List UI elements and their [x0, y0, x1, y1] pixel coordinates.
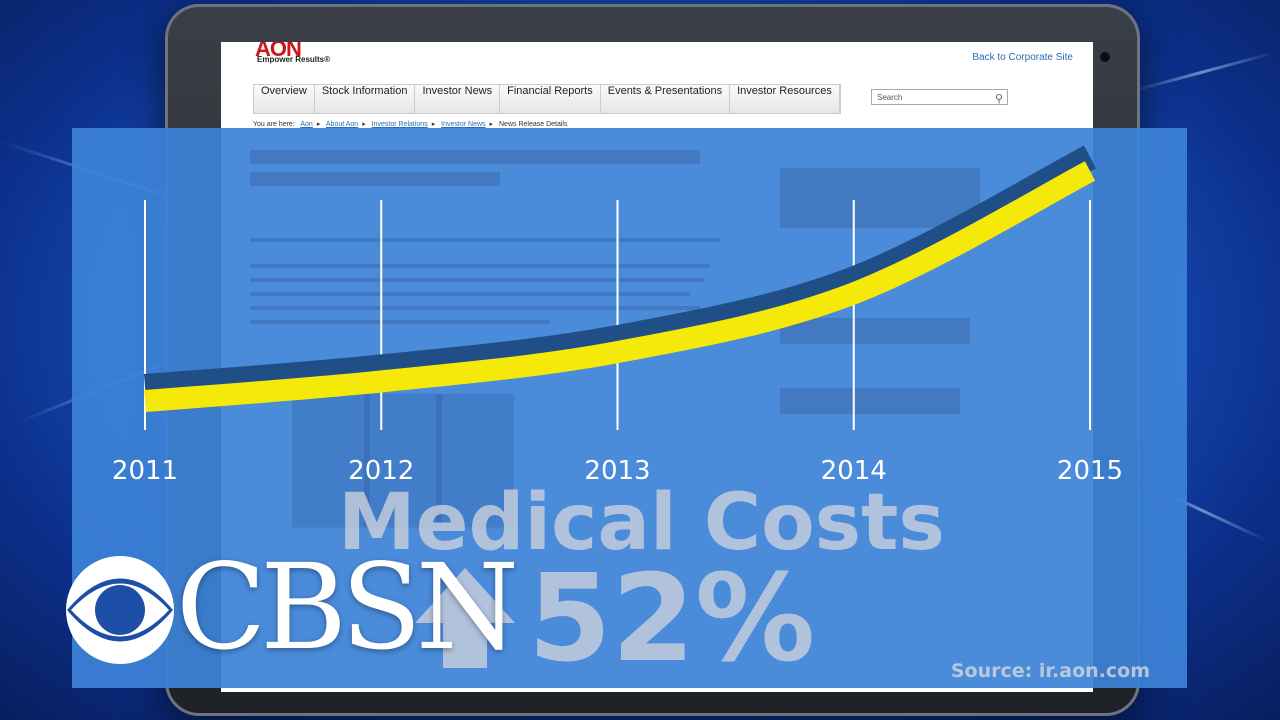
faded-sidebar-widget — [780, 388, 960, 414]
faded-article-text — [250, 264, 710, 268]
cbsn-wordmark: CBSN — [176, 538, 519, 676]
trend-curve — [144, 161, 1096, 412]
faded-article-text — [250, 292, 690, 296]
breadcrumb-aon[interactable]: Aon — [300, 121, 313, 128]
cbs-eye-icon — [66, 556, 174, 664]
nav-investor-news[interactable]: Investor News — [415, 85, 501, 113]
breadcrumb-investor-relations[interactable]: Investor Relations — [371, 121, 428, 128]
chart-overlay-panel: ███ — [72, 128, 1187, 688]
source-label: Source: ir.aon.com — [950, 660, 1150, 682]
breadcrumb-investor-news[interactable]: Investor News — [441, 121, 486, 128]
nav-stock-information[interactable]: Stock Information — [315, 85, 416, 113]
faded-article-text — [250, 306, 700, 310]
tablet-camera — [1100, 52, 1110, 62]
brand-tagline: Empower Results® — [257, 55, 331, 64]
percent-increase: 52% — [528, 550, 816, 689]
breadcrumb-separator-icon: ▸ — [316, 121, 321, 128]
faded-article-text — [250, 150, 700, 164]
breadcrumb-separator-icon: ▸ — [431, 121, 436, 128]
x-tick-label: 2011 — [112, 456, 178, 486]
search-icon[interactable]: ⚲ — [994, 93, 1003, 105]
breadcrumb-prefix: You are here: — [253, 121, 295, 128]
x-tick-label: 2014 — [821, 456, 887, 486]
headline-text: Medical Costs — [338, 478, 945, 568]
faded-article-text — [250, 238, 720, 242]
x-tick-label: 2013 — [584, 456, 650, 486]
nav-overview[interactable]: Overview — [254, 85, 315, 113]
faded-article-text — [250, 278, 705, 282]
aon-logo: AON — [255, 42, 302, 61]
up-arrow-icon — [415, 568, 515, 668]
breadcrumb-current: News Release Details — [499, 121, 568, 128]
x-tick-label: 2012 — [348, 456, 414, 486]
faded-article-text — [250, 320, 550, 324]
breadcrumb-separator-icon: ▸ — [489, 121, 494, 128]
nav-events-presentations[interactable]: Events & Presentations — [601, 85, 731, 113]
breadcrumb-separator-icon: ▸ — [362, 121, 366, 128]
trend-curve-shadow — [143, 145, 1096, 400]
breadcrumb-about-aon[interactable]: About Aon — [325, 121, 359, 128]
faded-sidebar-widget — [780, 168, 980, 228]
nav-financial-reports[interactable]: Financial Reports — [500, 85, 601, 113]
faded-sidebar-widget — [780, 318, 970, 344]
back-to-corporate-link[interactable]: Back to Corporate Site — [972, 52, 1073, 63]
search-placeholder: Search — [877, 93, 903, 102]
nav-investor-resources[interactable]: Investor Resources — [730, 85, 840, 113]
x-tick-label: 2015 — [1057, 456, 1123, 486]
x-axis-labels: 2011 2012 2013 2014 2015 — [112, 456, 1123, 486]
faded-aon-logo: ███ — [292, 395, 514, 518]
breadcrumb: You are here: Aon ▸ About Aon ▸ Investor R… — [253, 120, 571, 128]
site-nav: Overview Stock Information Investor News… — [253, 84, 841, 114]
faded-article-text — [250, 172, 500, 186]
search-input[interactable]: Search ⚲ — [871, 89, 1008, 105]
